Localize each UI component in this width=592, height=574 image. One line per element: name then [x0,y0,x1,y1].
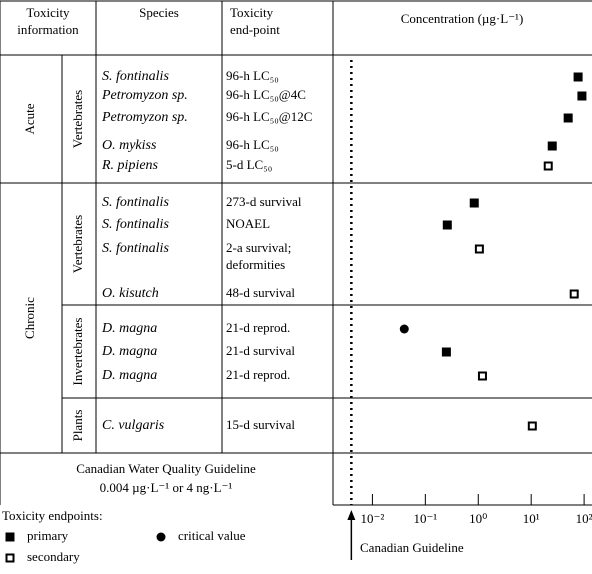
species: Petromyzon sp. [101,88,188,103]
species: R. pipiens [101,158,159,173]
endpoint: 15-d survival [226,417,295,432]
species: D. magna [101,368,157,383]
endpoint: 48-d survival [226,285,295,300]
marker-square [441,347,451,357]
species: S. fontinalis [102,241,169,256]
endpoint: 21-d reprod. [226,320,290,335]
x-tick-label: 10⁻¹ [413,511,437,526]
header: Species [139,5,179,20]
subgroup-label: Vertebrates [70,90,85,148]
x-tick-label: 10² [576,511,592,526]
species: D. magna [101,344,157,359]
guideline-label: Canadian Guideline [360,540,464,555]
endpoint: 96-h LC₅₀ [226,68,279,83]
marker-square [547,141,557,151]
species: D. magna [101,321,157,336]
x-tick-label: 10⁻² [361,511,385,526]
subgroup-label: Plants [70,410,85,442]
endpoint: 5-d LC₅₀ [226,157,272,172]
group-label: Chronic [22,297,37,339]
marker-square [563,113,573,123]
marker-square [5,532,15,542]
marker-open-square [569,289,579,299]
guideline-subtitle: 0.004 µg·L⁻¹ or 4 ng·L⁻¹ [100,480,233,495]
endpoint: 21-d reprod. [226,367,290,382]
marker-circle [156,532,166,542]
group-label: Acute [22,103,37,134]
legend-label: primary [27,528,69,543]
species: S. fontinalis [102,69,169,84]
legend-title: Toxicity endpoints: [2,508,103,523]
legend-label: secondary [27,549,80,564]
endpoint: 2-a survival; deformities [226,240,291,272]
marker-open-square [477,371,487,381]
endpoint: 96-h LC₅₀ [226,137,279,152]
x-tick-label: 10¹ [523,511,540,526]
header: Toxicity information [17,5,79,37]
marker-open-square [527,421,537,431]
x-axis-label: Concentration (µg·L⁻¹) [401,11,524,26]
endpoint: 96-h LC₅₀@12C [226,109,312,124]
x-tick-label: 10⁰ [469,511,487,526]
species: S. fontinalis [102,217,169,232]
species: O. kisutch [102,286,159,301]
marker-square [573,72,583,82]
marker-square [469,198,479,208]
marker-circle [399,324,409,334]
endpoint: 21-d survival [226,343,295,358]
legend-label: critical value [178,528,246,543]
endpoint: NOAEL [226,216,270,231]
marker-square [577,91,587,101]
species: C. vulgaris [102,418,165,433]
species: Petromyzon sp. [101,110,188,125]
guideline-arrowhead [347,510,356,520]
subgroup-label: Invertebrates [70,318,85,386]
marker-open-square [474,244,484,254]
header: Toxicity end-point [230,5,280,37]
marker-open-square [5,553,15,563]
endpoint: 273-d survival [226,194,302,209]
marker-square [442,220,452,230]
marker-open-square [543,161,553,171]
species: S. fontinalis [102,195,169,210]
species: O. mykiss [102,138,157,153]
endpoint: 96-h LC₅₀@4C [226,87,306,102]
guideline-title: Canadian Water Quality Guideline [76,461,256,476]
subgroup-label: Vertebrates [70,215,85,273]
